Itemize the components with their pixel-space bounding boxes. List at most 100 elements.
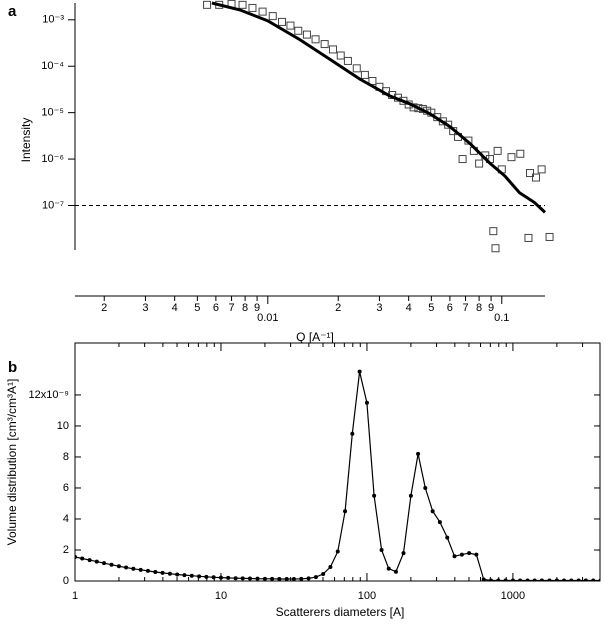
data-point	[524, 233, 533, 242]
plot-area	[75, 369, 600, 581]
data-point	[277, 17, 286, 26]
data-point	[459, 552, 464, 557]
data-point	[270, 576, 275, 581]
data-point	[474, 552, 479, 557]
data-point	[329, 45, 338, 54]
data-point	[516, 149, 525, 158]
data-point	[124, 565, 129, 570]
data-point	[539, 578, 544, 581]
data-point	[211, 575, 216, 580]
data-line	[75, 371, 600, 581]
data-point	[238, 0, 247, 9]
x-tick-label: 5	[428, 302, 434, 314]
data-point	[401, 551, 406, 556]
data-point	[545, 232, 554, 241]
data-point	[167, 571, 172, 576]
data-point	[525, 169, 534, 178]
x-tick-label: 3	[142, 302, 148, 314]
data-point	[75, 554, 77, 559]
data-point	[233, 576, 238, 581]
x-tick-label: 1000	[501, 590, 525, 602]
y-tick-label: 6	[63, 482, 69, 494]
data-point	[416, 451, 421, 456]
data-point	[311, 35, 320, 44]
data-point	[493, 146, 502, 155]
data-point	[481, 577, 486, 581]
data-point	[306, 576, 311, 581]
data-point	[262, 576, 267, 581]
data-point	[131, 566, 136, 571]
data-point	[532, 578, 537, 581]
x-tick-label: 10	[215, 590, 227, 602]
fit-line	[211, 1, 547, 214]
x-tick-label: 9	[254, 302, 260, 314]
data-point	[302, 30, 311, 39]
data-point	[445, 535, 450, 540]
data-point	[189, 573, 194, 578]
data-point	[547, 578, 552, 581]
data-point	[343, 509, 348, 514]
data-point	[299, 576, 304, 581]
data-point	[255, 576, 260, 581]
data-point	[240, 576, 245, 581]
data-point	[87, 558, 92, 563]
data-point	[518, 578, 523, 581]
data-point	[537, 165, 546, 174]
data-point	[525, 578, 530, 581]
data-point	[503, 578, 508, 581]
data-point	[160, 570, 165, 575]
y-tick-label: 8	[63, 451, 69, 463]
x-tick-label: 2	[101, 302, 107, 314]
y-tick-label: 10⁻⁵	[41, 107, 64, 119]
data-point	[379, 547, 384, 552]
x-tick-label: 8	[242, 302, 248, 314]
data-point	[491, 244, 500, 253]
data-point	[94, 559, 99, 564]
y-axis-label: Volume distribution [cm³/cm³A¹]	[5, 379, 19, 546]
data-point	[364, 400, 369, 405]
y-tick-label: 10⁻⁴	[41, 60, 64, 72]
x-tick-label: 7	[228, 302, 234, 314]
data-point	[218, 575, 223, 580]
data-point	[475, 159, 484, 168]
data-point	[531, 173, 540, 182]
data-point	[321, 572, 326, 577]
data-point	[554, 578, 559, 581]
x-tick-label: 6	[213, 302, 219, 314]
x-tick-label: 8	[476, 302, 482, 314]
y-tick-label: 10⁻⁶	[41, 153, 64, 165]
data-point	[203, 0, 212, 9]
data-point	[430, 509, 435, 514]
data-point	[145, 568, 150, 573]
panel-label: a	[8, 3, 17, 20]
data-point	[258, 7, 267, 16]
data-point	[372, 493, 377, 498]
x-tick-label: 100	[358, 590, 376, 602]
data-point	[291, 576, 296, 581]
data-point	[423, 485, 428, 490]
data-point	[226, 575, 231, 580]
data-point	[175, 572, 180, 577]
x-tick-label: 4	[172, 302, 178, 314]
data-point	[510, 578, 515, 581]
plot-frame	[74, 342, 601, 582]
x-axis-label: Scatterers diameters [A]	[276, 605, 405, 619]
data-point	[576, 578, 581, 581]
x-tick-label: 1	[72, 590, 78, 602]
data-point	[496, 578, 501, 581]
data-point	[467, 551, 472, 556]
data-point	[284, 576, 289, 581]
y-tick-label: 12x10⁻⁹	[29, 389, 70, 401]
data-point	[458, 155, 467, 164]
data-point	[328, 565, 333, 570]
data-point	[507, 153, 516, 162]
data-point	[562, 578, 567, 581]
x-tick-label: 2	[335, 302, 341, 314]
data-point	[591, 578, 596, 581]
y-tick-label: 4	[63, 513, 69, 525]
x-tick-label: 7	[462, 302, 468, 314]
x-tick-label: 3	[376, 302, 382, 314]
y-tick-label: 2	[63, 544, 69, 556]
data-point	[408, 493, 413, 498]
